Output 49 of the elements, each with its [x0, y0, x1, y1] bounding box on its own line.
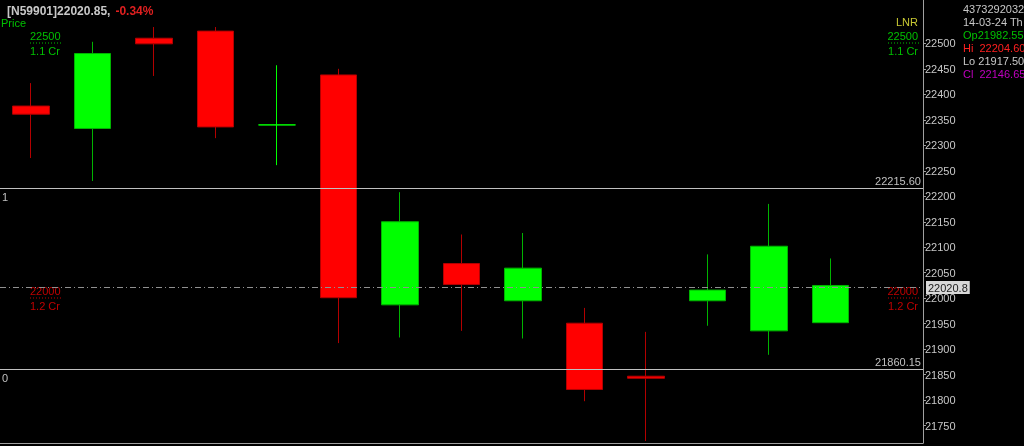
y-tick-label: 22300	[925, 139, 956, 152]
annotation: 1.2 Cr	[888, 299, 919, 312]
candlestick	[504, 232, 542, 339]
annotation: 1.1 Cr	[30, 44, 61, 57]
candlestick	[566, 307, 603, 402]
annotation: Price	[1, 16, 27, 29]
ref-line-label: 21860.15	[875, 356, 921, 369]
candlestick	[258, 64, 296, 166]
candlestick	[627, 331, 665, 442]
y-tick-label: 22250	[925, 164, 956, 177]
candlestick	[197, 26, 234, 139]
y-tick-label: 21900	[925, 343, 956, 356]
y-tick-label: 22000	[925, 292, 956, 305]
candlestick	[443, 234, 480, 332]
candlestick	[812, 257, 849, 324]
text: 4373292032	[963, 2, 1024, 15]
y-tick-label: 22350	[925, 113, 956, 126]
y-tick-label: 22150	[925, 215, 956, 228]
candlestick	[689, 253, 726, 327]
y-tick-label: 21750	[925, 419, 956, 432]
text: 14-03-24 Th	[963, 15, 1023, 28]
annotation: 1.1 Cr	[888, 44, 919, 57]
candlestick	[74, 41, 111, 182]
annotation: 22500	[30, 29, 61, 42]
annotation: 1	[2, 190, 9, 203]
annotation: 22500	[887, 29, 918, 42]
y-tick-label: 21800	[925, 394, 956, 407]
ref-line-label: 22215.60	[875, 174, 921, 187]
annotation: LNR	[895, 15, 919, 28]
candlestick	[381, 191, 419, 338]
annotation: 1.2 Cr	[30, 299, 61, 312]
y-tick-label: 22200	[925, 190, 956, 203]
y-tick-label: 22500	[925, 37, 956, 50]
y-tick-label: 22450	[925, 62, 956, 75]
candlestick	[135, 26, 173, 77]
y-tick-label: 21850	[925, 368, 956, 381]
text: Op21982.55	[963, 28, 1024, 41]
y-tick-label: 22050	[925, 266, 956, 279]
candlestick	[750, 203, 788, 356]
annotation: 0	[2, 372, 9, 385]
y-tick-label: 22100	[925, 241, 956, 254]
y-tick-label: 21950	[925, 317, 956, 330]
candlestick	[12, 82, 50, 159]
chart-subtitle: -0.34%	[115, 4, 154, 18]
ref-line-label: 22020.8	[928, 281, 968, 294]
candlestick	[320, 68, 357, 344]
chart-title: [N59901]22020.85,	[7, 4, 111, 18]
text: Lo 21917.50	[963, 54, 1024, 67]
y-tick-label: 22400	[925, 88, 956, 101]
